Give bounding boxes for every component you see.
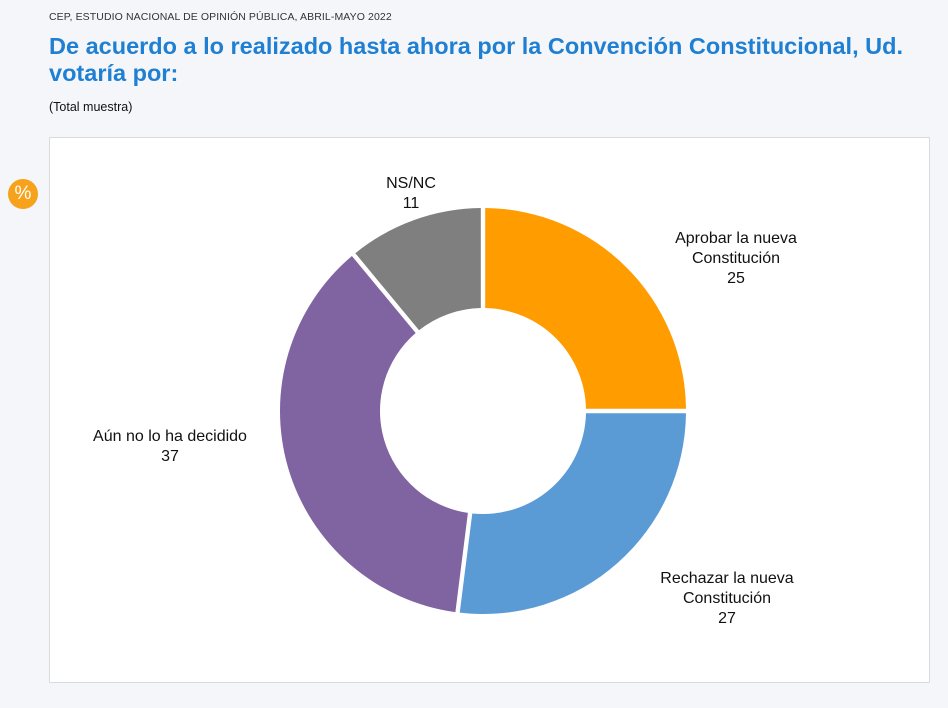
source-note: CEP, ESTUDIO NACIONAL DE OPINIÓN PÚBLICA… xyxy=(49,11,392,23)
donut-chart: Aprobar la nueva Constitución 25 Rechazar l… xyxy=(93,175,797,627)
slice-aun-no-lo-ha-decidido xyxy=(280,255,468,613)
slice-rechazar-la-nueva-constitucion xyxy=(459,413,686,614)
chart-panel: Aprobar la nueva Constitución 25 Rechazar l… xyxy=(49,137,930,683)
label-aun-no-lo-ha-decidido: Aún no lo ha decidido 37 xyxy=(93,428,247,465)
percent-icon: % xyxy=(8,179,38,209)
slice-value: 27 xyxy=(718,610,736,627)
slice-ns-nc xyxy=(355,208,481,331)
slice-value: 37 xyxy=(161,448,179,465)
slice-labels: Aprobar la nueva Constitución 25 Rechazar l… xyxy=(93,175,797,627)
slice-label-line: NS/NC xyxy=(386,175,436,192)
chart-title: De acuerdo a lo realizado hasta ahora po… xyxy=(49,33,903,86)
slice-value: 11 xyxy=(403,195,420,212)
slice-aprobar-la-nueva-constitucion xyxy=(485,208,686,409)
label-rechazar-la-nueva-constitucion: Rechazar la nueva Constitución 27 xyxy=(660,570,794,627)
label-ns-nc: NS/NC 11 xyxy=(386,175,436,212)
donut-slices xyxy=(280,208,686,614)
chart-subtitle: (Total muestra) xyxy=(49,100,133,114)
slice-label-line: Aún no lo ha decidido xyxy=(93,428,247,445)
slice-label-line: Rechazar la nueva xyxy=(660,570,794,587)
slice-label-line: Constitución xyxy=(683,590,771,607)
slice-value: 25 xyxy=(727,270,745,287)
label-aprobar-la-nueva-constitucion: Aprobar la nueva Constitución 25 xyxy=(675,230,797,287)
slice-label-line: Aprobar la nueva xyxy=(675,230,797,247)
slice-label-line: Constitución xyxy=(692,250,780,267)
